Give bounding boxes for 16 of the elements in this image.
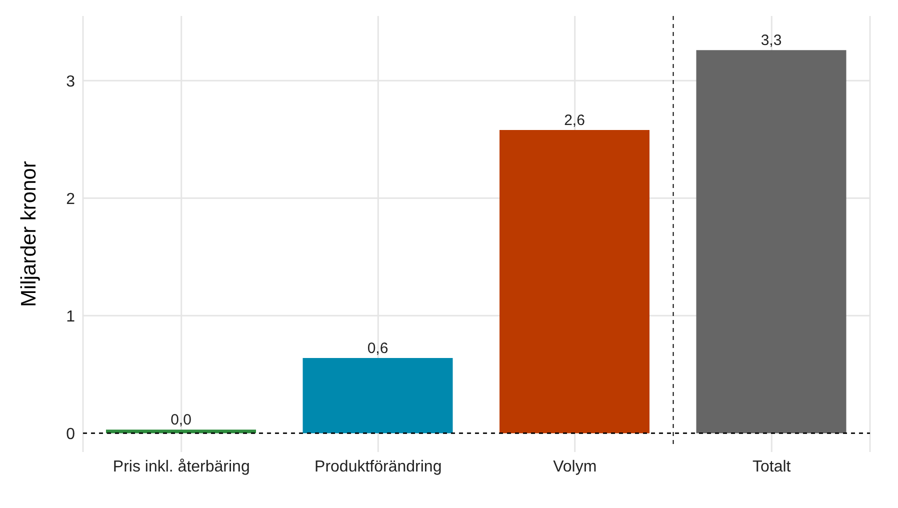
y-axis-title: Miljarder kronor [17,161,40,307]
x-tick-label: Pris inkl. återbäring [112,458,250,476]
y-tick-label: 0 [66,426,76,443]
x-tick-label: Volym [553,458,597,476]
y-tick-label: 2 [66,190,76,208]
data-label: 0,0 [170,412,192,429]
bar [696,50,846,434]
y-tick-label: 3 [66,73,76,90]
x-tick-label: Produktförändring [314,458,442,476]
y-tick-label: 1 [66,308,76,326]
bar [302,358,453,434]
data-label: 3,3 [760,32,782,50]
bar [500,130,650,434]
x-tick-label: Totalt [752,458,792,476]
data-label: 0,6 [367,340,388,357]
data-label: 2,6 [564,112,585,129]
